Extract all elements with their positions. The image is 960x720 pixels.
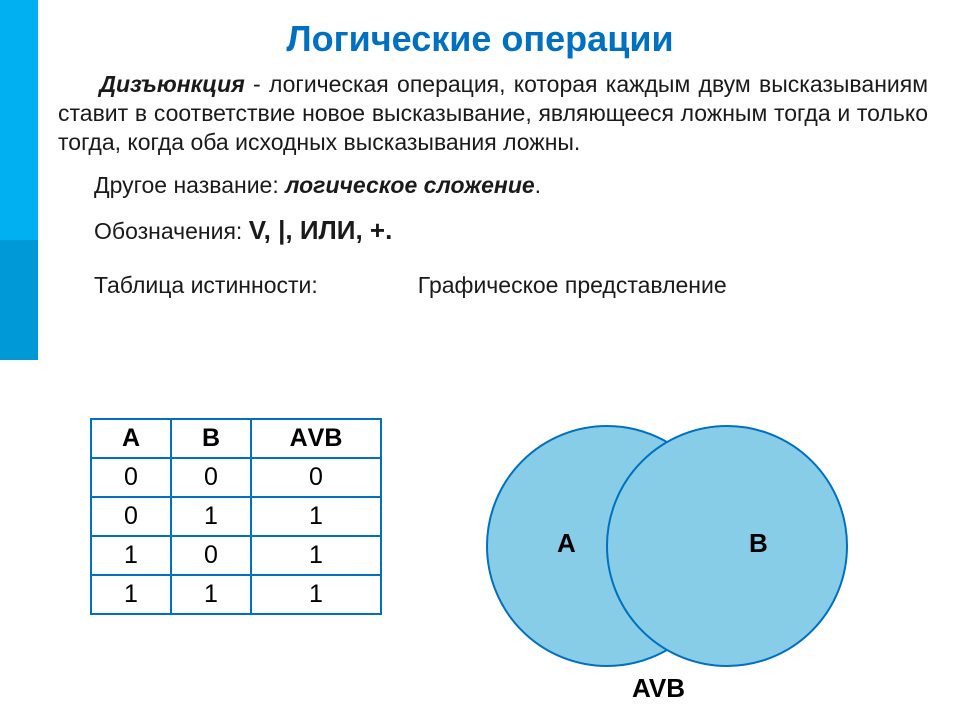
truth-table: А В АVВ 0 0 0 0 1 1 1 0 1 1 1 xyxy=(90,418,382,615)
cell: 0 xyxy=(171,536,251,575)
venn-circle-b xyxy=(607,426,847,666)
cell: 1 xyxy=(171,497,251,536)
accent-bar-mid xyxy=(0,240,38,360)
venn-label-b: B xyxy=(749,528,768,559)
truth-table-label: Таблица истинности: xyxy=(94,272,318,299)
notation-prefix: Обозначения: xyxy=(94,218,249,244)
notation-line: Обозначения: V, |, ИЛИ, +. xyxy=(94,215,928,246)
cell: 0 xyxy=(171,458,251,497)
accent-sidebar xyxy=(0,0,38,720)
accent-bar-bot xyxy=(0,360,38,720)
cell: 0 xyxy=(91,497,171,536)
notation-value: V, |, ИЛИ, +. xyxy=(249,215,393,245)
venn-svg xyxy=(462,418,872,674)
alt-name-value: логическое сложение xyxy=(285,172,535,198)
table-row: 1 1 1 xyxy=(91,575,381,614)
graphic-label: Графическое представление xyxy=(418,272,727,299)
venn-diagram: A B AVB xyxy=(462,418,882,708)
lower-row: А В АVВ 0 0 0 0 1 1 1 0 1 1 1 xyxy=(90,418,882,708)
cell: 1 xyxy=(91,536,171,575)
th-b: В xyxy=(171,419,251,458)
content-area: Дизъюнкция - логическая операция, котора… xyxy=(58,70,928,299)
table-header-row: А В АVВ xyxy=(91,419,381,458)
cell: 0 xyxy=(91,458,171,497)
alt-name-suffix: . xyxy=(535,172,541,198)
venn-caption: AVB xyxy=(632,673,685,704)
cell: 1 xyxy=(251,575,381,614)
accent-bar-top xyxy=(0,0,38,240)
venn-label-a: A xyxy=(557,528,576,559)
th-a: А xyxy=(91,419,171,458)
page-title: Логические операции xyxy=(0,0,960,60)
alt-name-line: Другое название: логическое сложение. xyxy=(94,172,928,199)
sublabel-row: Таблица истинности: Графическое представ… xyxy=(94,272,928,299)
cell: 1 xyxy=(251,536,381,575)
cell: 0 xyxy=(251,458,381,497)
table-row: 0 1 1 xyxy=(91,497,381,536)
cell: 1 xyxy=(171,575,251,614)
table-row: 0 0 0 xyxy=(91,458,381,497)
definition-text: Дизъюнкция - логическая операция, котора… xyxy=(58,70,928,156)
alt-name-prefix: Другое название: xyxy=(94,172,285,198)
th-avb: АVВ xyxy=(251,419,381,458)
table-row: 1 0 1 xyxy=(91,536,381,575)
definition-term: Дизъюнкция xyxy=(99,71,244,97)
cell: 1 xyxy=(91,575,171,614)
cell: 1 xyxy=(251,497,381,536)
